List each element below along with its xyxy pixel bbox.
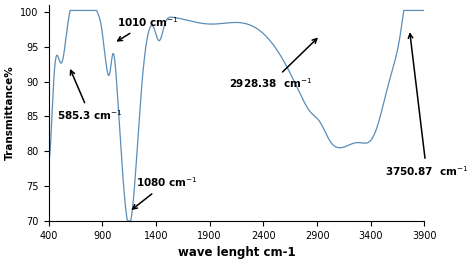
Text: 1080 cm$^{-1}$: 1080 cm$^{-1}$ [133,176,197,209]
Text: 3750.87  cm$^{-1}$: 3750.87 cm$^{-1}$ [385,34,468,178]
Text: 2928.38  cm$^{-1}$: 2928.38 cm$^{-1}$ [229,39,317,91]
Text: 1010 cm$^{-1}$: 1010 cm$^{-1}$ [117,15,179,41]
Y-axis label: Transmittance%: Transmittance% [5,65,15,160]
X-axis label: wave lenght cm-1: wave lenght cm-1 [178,246,295,259]
Text: 585.3 cm$^{-1}$: 585.3 cm$^{-1}$ [57,70,123,122]
